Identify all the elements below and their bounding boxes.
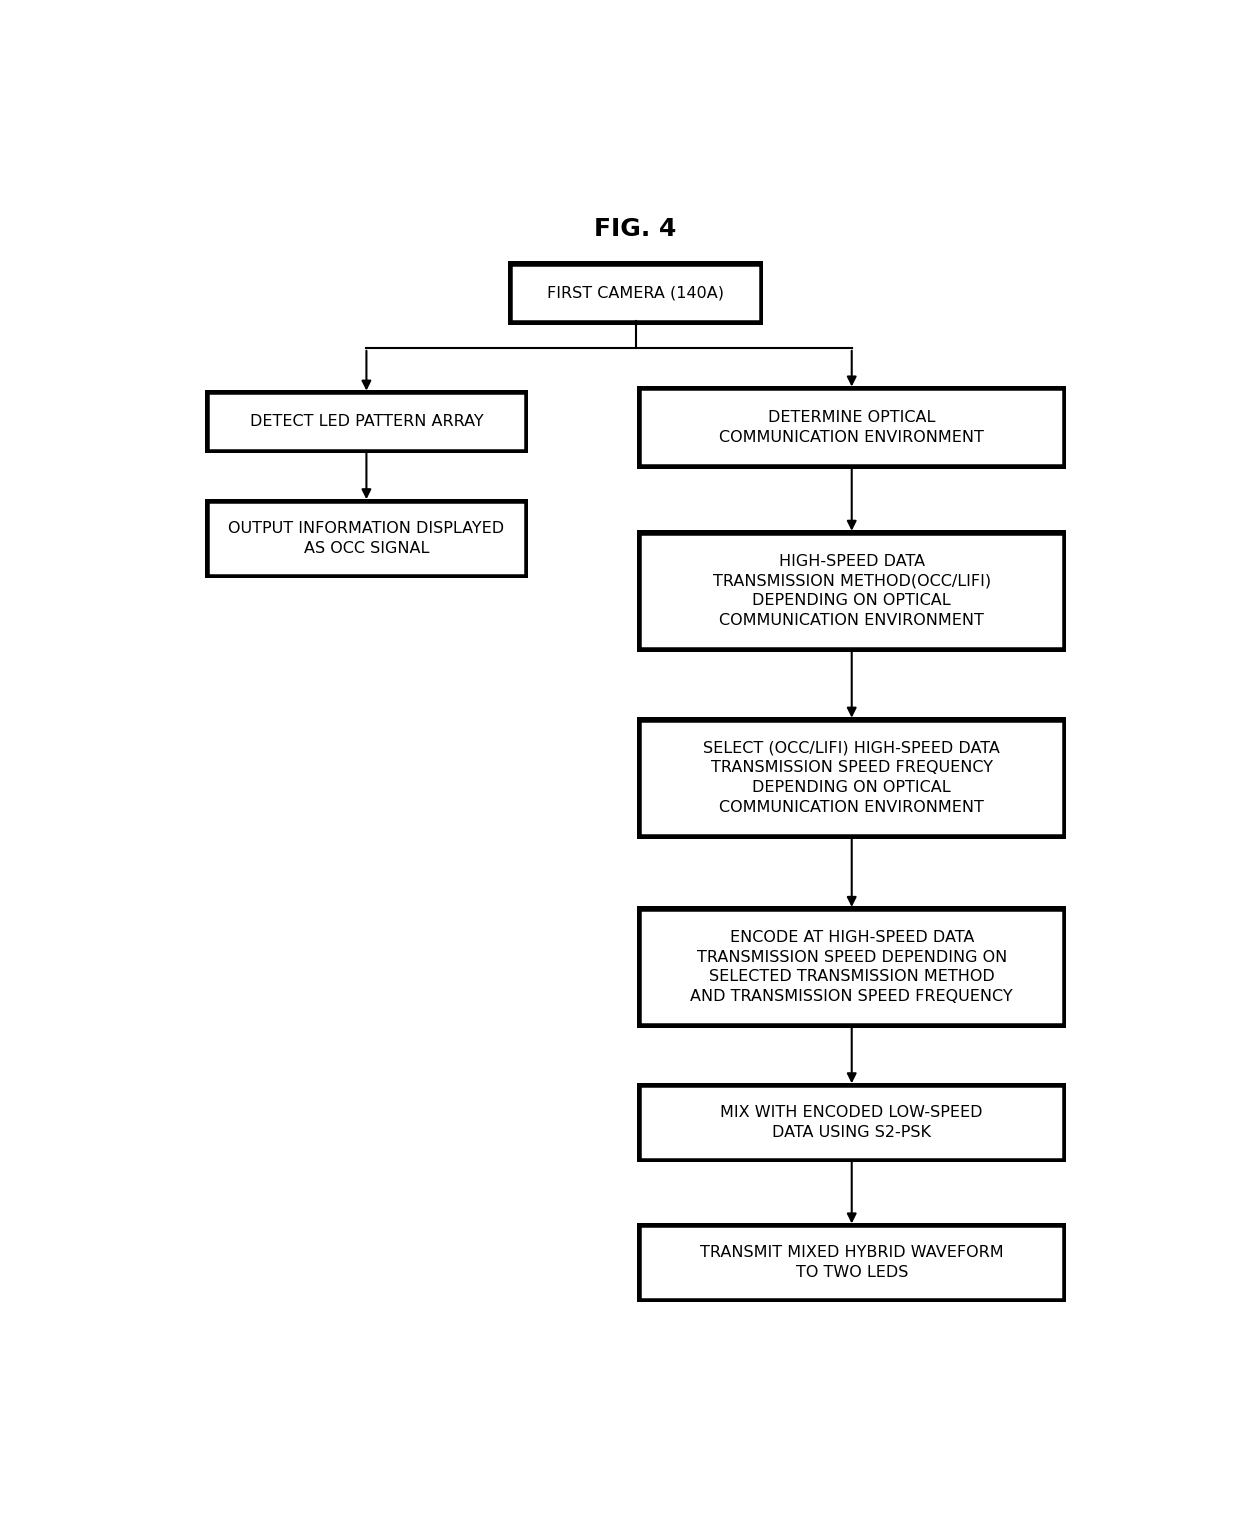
Bar bbox=[511, 265, 760, 322]
Bar bbox=[637, 906, 1066, 1027]
Bar bbox=[640, 1086, 1063, 1159]
Bar bbox=[640, 1226, 1063, 1299]
Text: DETECT LED PATTERN ARRAY: DETECT LED PATTERN ARRAY bbox=[249, 414, 484, 429]
Text: FIRST CAMERA (140A): FIRST CAMERA (140A) bbox=[547, 285, 724, 300]
Text: SELECT (OCC/LIFI) HIGH-SPEED DATA
TRANSMISSION SPEED FREQUENCY
DEPENDING ON OPTI: SELECT (OCC/LIFI) HIGH-SPEED DATA TRANSM… bbox=[703, 740, 1001, 815]
Bar bbox=[208, 502, 525, 575]
Text: TRANSMIT MIXED HYBRID WAVEFORM
TO TWO LEDS: TRANSMIT MIXED HYBRID WAVEFORM TO TWO LE… bbox=[699, 1245, 1003, 1280]
Text: ENCODE AT HIGH-SPEED DATA
TRANSMISSION SPEED DEPENDING ON
SELECTED TRANSMISSION : ENCODE AT HIGH-SPEED DATA TRANSMISSION S… bbox=[691, 930, 1013, 1004]
Text: FIG. 4: FIG. 4 bbox=[594, 217, 677, 241]
Bar bbox=[637, 1223, 1066, 1302]
Bar bbox=[637, 529, 1066, 652]
Text: HIGH-SPEED DATA
TRANSMISSION METHOD(OCC/LIFI)
DEPENDING ON OPTICAL
COMMUNICATION: HIGH-SPEED DATA TRANSMISSION METHOD(OCC/… bbox=[713, 554, 991, 628]
Bar bbox=[640, 721, 1063, 834]
Bar bbox=[640, 534, 1063, 648]
Text: DETERMINE OPTICAL
COMMUNICATION ENVIRONMENT: DETERMINE OPTICAL COMMUNICATION ENVIRONM… bbox=[719, 410, 985, 444]
Bar bbox=[507, 261, 764, 325]
Bar bbox=[205, 390, 528, 454]
Text: OUTPUT INFORMATION DISPLAYED
AS OCC SIGNAL: OUTPUT INFORMATION DISPLAYED AS OCC SIGN… bbox=[228, 520, 505, 555]
Bar bbox=[208, 393, 525, 449]
Bar bbox=[637, 385, 1066, 469]
Bar bbox=[640, 910, 1063, 1024]
Bar bbox=[637, 1083, 1066, 1162]
Text: MIX WITH ENCODED LOW-SPEED
DATA USING S2-PSK: MIX WITH ENCODED LOW-SPEED DATA USING S2… bbox=[720, 1104, 983, 1139]
Bar bbox=[205, 499, 528, 578]
Bar bbox=[640, 390, 1063, 466]
Bar bbox=[637, 718, 1066, 839]
